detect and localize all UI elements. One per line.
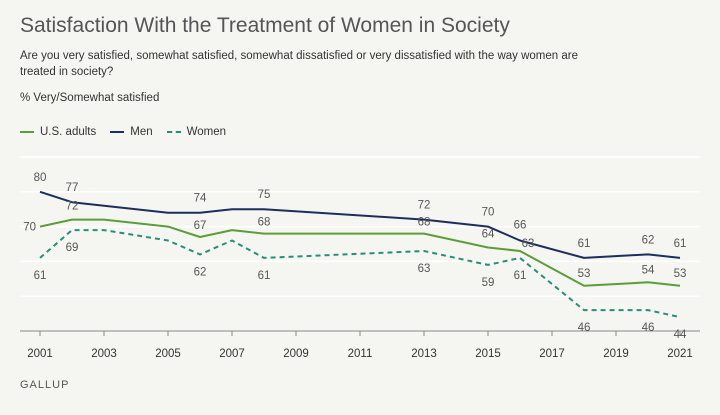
data-label-men: 72 — [418, 200, 431, 212]
legend-swatch-men — [110, 131, 125, 133]
data-label-us-adults: 72 — [66, 201, 79, 213]
data-label-women: 59 — [482, 277, 495, 289]
x-tick-label: 2015 — [475, 348, 501, 360]
data-label-us-adults: 67 — [194, 220, 207, 232]
data-label-us-adults: 53 — [578, 268, 591, 280]
chart-title: Satisfaction With the Treatment of Women… — [20, 14, 510, 37]
data-label-women: 62 — [194, 266, 207, 278]
data-label-men: 74 — [194, 193, 207, 205]
measure-label: % Very/Somewhat satisfied — [20, 92, 160, 104]
legend-label-men: Men — [130, 126, 153, 138]
data-label-men: 75 — [258, 189, 271, 201]
data-label-women: 46 — [642, 322, 655, 334]
gridlines — [20, 156, 700, 297]
data-label-us-adults: 53 — [674, 268, 687, 280]
x-axis: 2001 2003 2005 2007 2009 2011 2013 2015 2017 2019… — [20, 330, 700, 360]
legend: U.S. adults Men Women — [20, 126, 226, 138]
data-label-us-adults: 64 — [482, 228, 495, 240]
x-tick-label: 2007 — [219, 348, 245, 360]
legend-swatch-women — [166, 131, 181, 133]
legend-label-us-adults: U.S. adults — [40, 126, 97, 138]
data-labels: 70 72 67 68 68 64 63 53 54 53 80 77 74 75 72 70 66 61 62 61… — [23, 172, 687, 341]
data-label-women: 61 — [34, 270, 47, 282]
x-tick-label: 2019 — [603, 348, 629, 360]
x-tick-label: 2005 — [155, 348, 181, 360]
legend-item-women: Women — [166, 126, 227, 138]
data-label-women: 44 — [674, 329, 687, 341]
legend-item-men: Men — [110, 126, 153, 138]
data-label-us-adults: 68 — [258, 217, 271, 229]
data-label-women: 63 — [418, 263, 431, 275]
x-tick-label: 2003 — [91, 348, 117, 360]
series-lines — [39, 190, 681, 319]
x-tick-label: 2017 — [539, 348, 565, 360]
data-label-men: 77 — [66, 182, 79, 194]
data-label-women: 69 — [66, 242, 79, 254]
series-line-us-adults — [39, 218, 681, 287]
data-label-women: 46 — [578, 322, 591, 334]
data-label-men: 61 — [674, 238, 687, 250]
x-tick-label: 2021 — [667, 348, 693, 360]
data-label-us-adults: 70 — [23, 222, 36, 234]
legend-label-women: Women — [186, 126, 227, 138]
data-label-us-adults: 54 — [642, 264, 655, 276]
data-label-men: 61 — [578, 238, 591, 250]
data-label-women: 61 — [514, 270, 527, 282]
chart-subtitle: Are you very satisfied, somewhat satisfi… — [20, 50, 578, 78]
data-label-women: 61 — [258, 270, 271, 282]
series-line-men — [39, 190, 681, 259]
x-tick-label: 2001 — [27, 348, 53, 360]
legend-item-us-adults: U.S. adults — [20, 126, 96, 138]
data-label-us-adults: 68 — [418, 217, 431, 229]
x-tick-label: 2009 — [283, 348, 309, 360]
x-tick-label: 2013 — [411, 348, 437, 360]
data-label-men: 66 — [514, 220, 527, 232]
series-line-women — [39, 229, 681, 319]
x-tick-label: 2011 — [348, 348, 373, 360]
data-label-us-adults: 63 — [522, 238, 535, 250]
legend-swatch-us-adults — [20, 131, 34, 133]
data-label-men: 62 — [642, 234, 655, 246]
source-label: GALLUP — [20, 379, 70, 391]
data-label-men: 80 — [34, 172, 47, 184]
data-label-men: 70 — [482, 207, 495, 219]
